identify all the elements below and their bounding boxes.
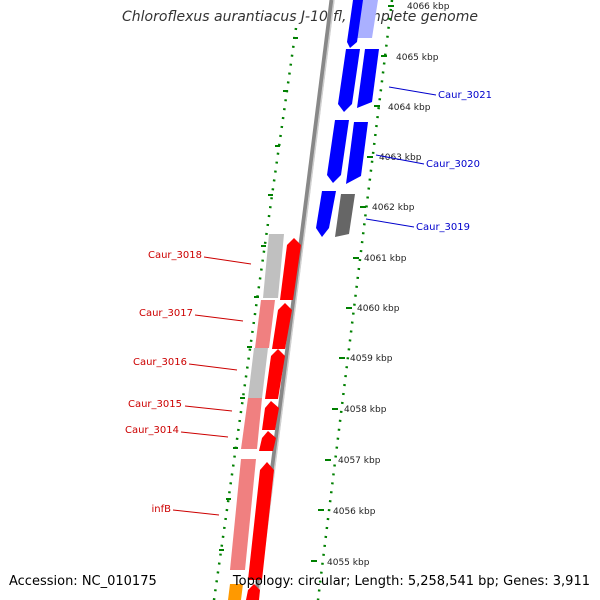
gene-caur-3016-gray[interactable] <box>248 348 268 398</box>
leader-infb <box>172 509 220 516</box>
topology-text: Topology: circular; Length: 5,258,541 bp… <box>232 574 590 589</box>
leader-caur-3018 <box>203 256 252 265</box>
label-caur-3017[interactable]: Caur_3017 <box>139 308 193 319</box>
inner-tick-marks <box>219 37 298 551</box>
tick-label-4066: 4066 kbp <box>407 2 450 12</box>
gene-infb[interactable] <box>248 462 274 580</box>
leader-caur-3020 <box>375 154 425 165</box>
leader-caur-3015 <box>184 405 233 412</box>
gene-top-inner[interactable] <box>347 0 363 48</box>
tick-label-4058: 4058 kbp <box>344 405 387 415</box>
gene-infb-pink[interactable] <box>230 459 256 570</box>
tick-label-4064: 4064 kbp <box>388 103 431 113</box>
accession-text: Accession: NC_010175 <box>9 574 157 589</box>
tick-label-4059: 4059 kbp <box>350 354 393 364</box>
tick-label-4063: 4063 kbp <box>379 153 422 163</box>
gene-bottom-red[interactable] <box>246 584 260 600</box>
leader-caur-3014 <box>180 431 229 438</box>
tick-label-4060: 4060 kbp <box>357 304 400 314</box>
gene-caur-3015-pink[interactable] <box>241 398 262 449</box>
leader-caur-3017 <box>194 314 244 322</box>
gene-caur-3020-b[interactable] <box>346 122 368 184</box>
gene-caur-3019-gray[interactable] <box>335 194 355 237</box>
inner-tick-guide <box>212 27 298 600</box>
gene-caur-3016[interactable] <box>265 349 285 399</box>
tick-label-4062: 4062 kbp <box>372 203 415 213</box>
gene-caur-3017[interactable] <box>272 303 292 349</box>
gene-caur-3019[interactable] <box>316 191 336 237</box>
map-title: Chloroflexus aurantiacus J-10-fl, comple… <box>122 9 478 25</box>
tick-label-4065: 4065 kbp <box>396 53 439 63</box>
leader-caur-3021 <box>388 86 437 96</box>
gene-caur-3020-a[interactable] <box>327 120 349 183</box>
tick-label-4057: 4057 kbp <box>338 456 381 466</box>
tick-label-4055: 4055 kbp <box>327 558 370 568</box>
tick-label-4061: 4061 kbp <box>364 254 407 264</box>
label-caur-3019[interactable]: Caur_3019 <box>416 222 470 233</box>
gene-bottom-orange[interactable] <box>228 584 243 600</box>
outer-tick-marks <box>311 5 394 562</box>
blue-gene-group <box>316 0 379 237</box>
gene-caur-3021-b[interactable] <box>357 49 379 108</box>
outer-tick-guide <box>316 0 394 600</box>
gene-caur-3014[interactable] <box>259 431 276 451</box>
label-caur-3016[interactable]: Caur_3016 <box>133 357 187 368</box>
label-caur-3018[interactable]: Caur_3018 <box>148 250 202 261</box>
tick-label-4056: 4056 kbp <box>333 507 376 517</box>
gene-caur-3015[interactable] <box>262 401 279 430</box>
leader-caur-3016 <box>188 363 238 371</box>
gene-caur-3018[interactable] <box>280 238 301 300</box>
gene-caur-3021-a[interactable] <box>338 49 360 112</box>
label-caur-3014[interactable]: Caur_3014 <box>125 425 179 436</box>
label-caur-3021[interactable]: Caur_3021 <box>438 90 492 101</box>
label-caur-3020[interactable]: Caur_3020 <box>426 159 480 170</box>
gene-caur-3018-gray[interactable] <box>263 234 284 298</box>
red-gene-group <box>228 234 301 600</box>
leader-caur-3019 <box>365 218 415 228</box>
label-caur-3015[interactable]: Caur_3015 <box>128 399 182 410</box>
label-infb[interactable]: infB <box>152 504 172 515</box>
gene-caur-3017-pink[interactable] <box>255 300 275 348</box>
